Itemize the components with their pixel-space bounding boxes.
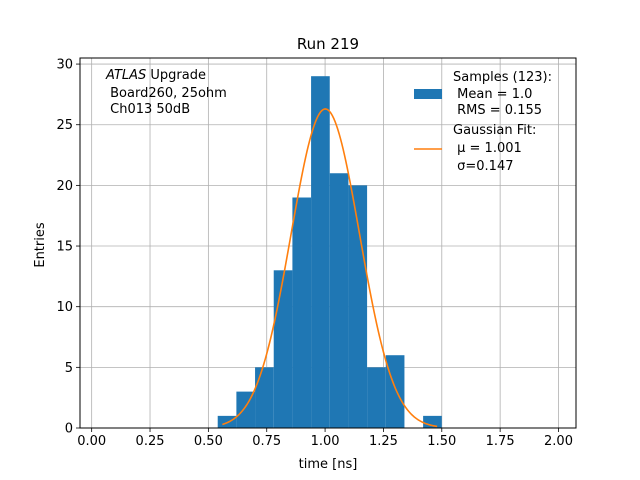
y-tick-label: 20 — [56, 179, 73, 194]
x-tick-label: 0.00 — [77, 434, 106, 449]
histogram-bar — [292, 197, 312, 428]
legend-fit-line-3: σ=0.147 — [453, 159, 513, 174]
y-tick-label: 30 — [56, 58, 73, 73]
legend-fit-line-1: Gaussian Fit: — [453, 123, 536, 138]
histogram-bar — [311, 76, 330, 429]
annotation-line-1: ATLAS Upgrade — [105, 68, 206, 83]
histogram-bars — [217, 76, 442, 429]
annotation-line-2: Board260, 25ohm — [106, 86, 227, 101]
x-tick-label: 1.25 — [369, 434, 398, 449]
upgrade-label: Upgrade — [146, 68, 206, 83]
x-tick-label: 1.00 — [311, 434, 340, 449]
annotation-line-3: Ch013 50dB — [106, 102, 190, 117]
histogram-bar — [367, 367, 386, 428]
legend-histogram-line-3: RMS = 0.155 — [453, 103, 542, 118]
x-tick-label: 0.50 — [194, 434, 223, 449]
gaussian-fit-curve — [222, 108, 438, 428]
histogram-bar — [385, 355, 405, 428]
histogram-bar — [255, 367, 274, 428]
y-axis-label: Entries — [33, 222, 48, 268]
histogram-bar — [273, 270, 293, 428]
plot-frame — [79, 57, 577, 429]
x-tick-label: 2.00 — [544, 434, 573, 449]
annotation-text: ATLAS Upgrade Board260, 25ohm Ch013 50dB — [105, 68, 227, 117]
x-tick-label: 0.75 — [252, 434, 281, 449]
y-tick-label: 0 — [65, 422, 73, 437]
y-tick-label: 10 — [56, 300, 73, 315]
histogram-bar — [329, 173, 349, 428]
y-tick-label: 15 — [56, 240, 73, 255]
x-tick-label: 1.75 — [486, 434, 515, 449]
axis-ticks: 0.00 0.25 0.50 0.75 1.00 1.25 1.50 1.75 2.00 0 5 10… — [56, 58, 573, 449]
legend-histogram-line-2: Mean = 1.0 — [453, 87, 532, 102]
x-tick-label: 0.25 — [136, 434, 165, 449]
x-axis-label: time [ns] — [299, 457, 358, 472]
x-tick-label: 1.50 — [427, 434, 456, 449]
legend-histogram-swatch — [414, 89, 442, 99]
legend: Samples (123): Mean = 1.0 RMS = 0.155 Ga… — [414, 70, 552, 174]
y-tick-label: 25 — [56, 118, 73, 133]
atlas-label: ATLAS — [105, 68, 146, 83]
legend-fit-line-2: μ = 1.001 — [453, 141, 522, 156]
histogram-bar — [236, 391, 256, 428]
legend-histogram-line-1: Samples (123): — [453, 70, 552, 85]
chart-title: Run 219 — [297, 35, 359, 53]
y-tick-label: 5 — [65, 361, 73, 376]
